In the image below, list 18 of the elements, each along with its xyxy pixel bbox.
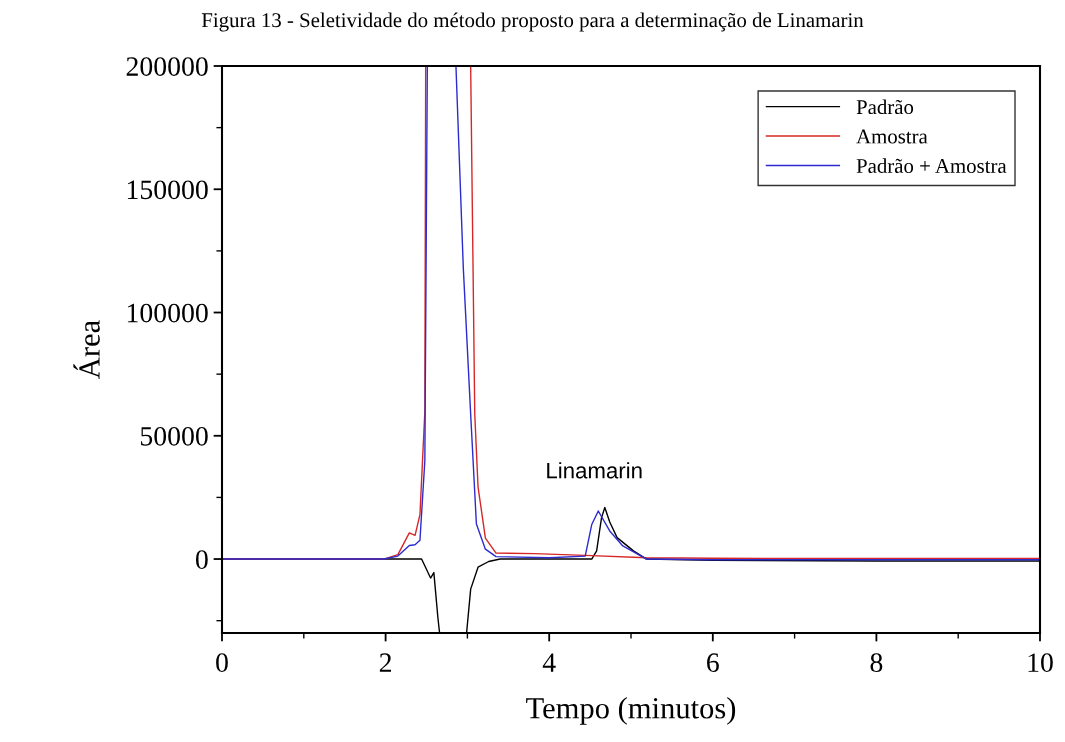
annotation: Linamarin <box>547 462 642 479</box>
legend-label: Amostra <box>856 129 928 144</box>
x-tick-label: 8 <box>870 653 883 672</box>
y-tick-label: 50000 <box>140 426 208 446</box>
y-tick-label: 100000 <box>127 303 208 323</box>
x-tick-label: 4 <box>542 653 556 672</box>
x-tick-label: 0 <box>216 653 228 672</box>
y-tick-label: 200000 <box>126 57 208 76</box>
legend-label: Padrão <box>856 99 914 115</box>
x-axis-title: Tempo (minutos) <box>526 697 736 725</box>
chart-title: Figura 13 - Seletividade do método proposto para a determinação de Linamarin <box>201 12 864 32</box>
y-tick-label: 0 <box>195 550 208 569</box>
y-axis-title: Área <box>73 320 100 379</box>
x-tick-label: 2 <box>379 653 392 672</box>
y-tick-label: 150000 <box>127 180 208 200</box>
x-tick-label: 10 <box>1028 653 1053 672</box>
legend-label: Padrão + Amostra <box>856 158 1007 173</box>
x-tick-label: 6 <box>707 653 719 672</box>
